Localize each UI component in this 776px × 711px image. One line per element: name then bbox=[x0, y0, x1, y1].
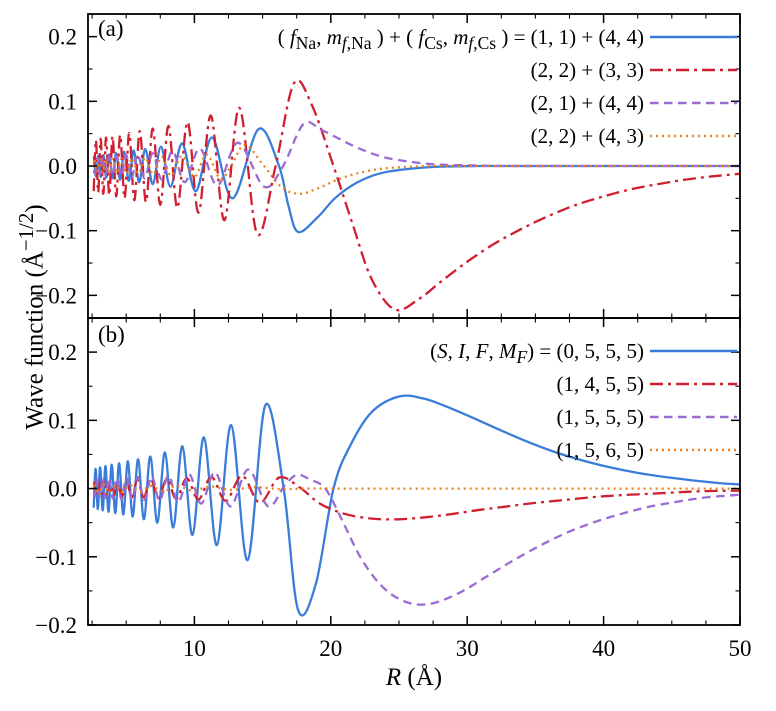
tick-labels-b: 10 20 30 40 50 0.2 0.1 0.0 −0.1 −0.2 bbox=[35, 340, 751, 661]
tick-labels-a: 0.2 0.1 0.0 −0.1 −0.2 bbox=[35, 25, 77, 309]
series-a-1 bbox=[92, 79, 740, 312]
svg-text:30: 30 bbox=[456, 636, 479, 661]
svg-text:20: 20 bbox=[319, 636, 342, 661]
y-axis-label: Wave function (Å−1/2) bbox=[14, 204, 49, 430]
x-axis-label: R (Å) bbox=[385, 664, 443, 691]
panel-a-curves bbox=[92, 79, 740, 312]
svg-text:50: 50 bbox=[729, 636, 752, 661]
series-b-0 bbox=[92, 394, 740, 617]
svg-text:0.2: 0.2 bbox=[48, 25, 77, 50]
svg-text:−0.1: −0.1 bbox=[35, 545, 77, 570]
series-b-2 bbox=[93, 468, 740, 606]
series-a-2 bbox=[93, 120, 740, 189]
svg-text:−0.2: −0.2 bbox=[35, 283, 77, 308]
panel-b-tag: (b) bbox=[98, 322, 125, 347]
series-a-0 bbox=[92, 127, 740, 234]
svg-text:0.2: 0.2 bbox=[48, 340, 77, 365]
series-b-1 bbox=[92, 474, 740, 521]
svg-text:−0.1: −0.1 bbox=[35, 219, 77, 244]
panel-a-tag: (a) bbox=[98, 16, 124, 41]
svg-text:0.1: 0.1 bbox=[48, 89, 77, 114]
series-a-3 bbox=[93, 143, 740, 195]
svg-text:40: 40 bbox=[592, 636, 615, 661]
svg-text:10: 10 bbox=[183, 636, 206, 661]
svg-text:0.1: 0.1 bbox=[48, 408, 77, 433]
axis-box-b bbox=[87, 317, 741, 626]
series-b-3 bbox=[93, 483, 740, 494]
svg-text:−0.2: −0.2 bbox=[35, 613, 77, 638]
svg-text:0.0: 0.0 bbox=[48, 477, 77, 502]
svg-text:0.0: 0.0 bbox=[48, 154, 77, 179]
panel-b-curves bbox=[92, 394, 740, 617]
ticks-a bbox=[88, 14, 741, 318]
